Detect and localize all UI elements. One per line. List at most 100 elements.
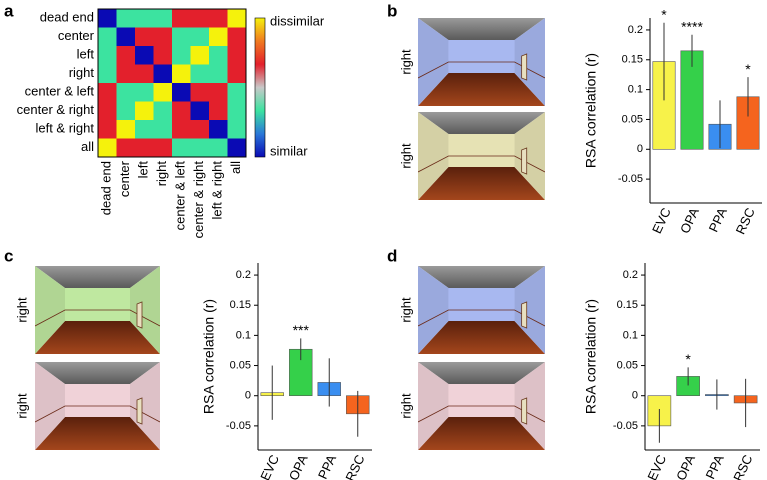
x-tick-label: OPA xyxy=(673,452,698,480)
heatmap-cell xyxy=(98,101,117,121)
y-tick-label: 0.1 xyxy=(628,84,643,96)
heatmap-cell xyxy=(190,64,210,84)
heatmap-cell xyxy=(98,138,117,158)
heatmap-cell xyxy=(172,27,191,47)
image-caption: right xyxy=(398,297,413,323)
heatmap-cell xyxy=(172,101,191,121)
heatmap-cell xyxy=(209,46,228,65)
heatmap-cell xyxy=(172,120,191,139)
row-label: center & left xyxy=(25,84,95,99)
x-tick-label: EVC xyxy=(257,452,282,480)
heatmap-cell xyxy=(190,101,210,121)
col-label: left & right xyxy=(210,161,225,220)
heatmap-cell xyxy=(98,83,117,102)
significance: *** xyxy=(293,322,310,338)
heatmap-cell xyxy=(153,138,173,158)
heatmap-cell xyxy=(135,120,154,139)
col-label: center & right xyxy=(191,161,206,239)
panel-label: d xyxy=(387,246,397,265)
heatmap-cell xyxy=(190,9,210,28)
matrix-border xyxy=(97,8,247,158)
panel-label: c xyxy=(4,246,13,265)
heatmap-cell xyxy=(135,138,154,158)
heatmap-cell xyxy=(153,120,173,139)
heatmap-cell xyxy=(153,46,173,65)
heatmap-cell xyxy=(98,120,117,139)
heatmap-cell xyxy=(116,101,136,121)
y-axis-label: RSA correlation (r) xyxy=(583,299,599,414)
row-label: right xyxy=(69,65,95,80)
col-label: all xyxy=(228,161,243,174)
x-tick-label: PPA xyxy=(706,205,730,234)
heatmap-cell xyxy=(172,64,191,84)
room-image xyxy=(418,18,545,106)
room-image xyxy=(418,112,545,200)
x-tick-label: EVC xyxy=(644,452,669,480)
row-label: left & right xyxy=(35,121,94,136)
heatmap-cell xyxy=(116,138,136,158)
y-tick-label: 0 xyxy=(632,390,638,402)
room-image xyxy=(418,266,545,354)
y-tick-label: -0.05 xyxy=(226,420,251,432)
heatmap-cell xyxy=(227,120,247,139)
heatmap-cell xyxy=(227,9,247,28)
colorbar-label-max: dissimilar xyxy=(270,13,325,28)
heatmap-cell xyxy=(98,64,117,84)
heatmap-cell xyxy=(116,64,136,84)
heatmap-cell xyxy=(227,83,247,102)
y-tick-label: 0.2 xyxy=(236,269,251,281)
y-tick-label: 0.05 xyxy=(622,113,643,125)
heatmap-cell xyxy=(98,46,117,65)
heatmap-cell xyxy=(190,138,210,158)
col-label: right xyxy=(154,161,169,187)
colorbar-label-min: similar xyxy=(270,143,308,158)
y-tick-label: -0.05 xyxy=(618,173,643,185)
image-caption: right xyxy=(398,143,413,169)
heatmap-cell xyxy=(227,101,247,121)
row-label: center & right xyxy=(17,102,95,117)
heatmap-cell xyxy=(172,83,191,102)
heatmap-cell xyxy=(172,9,191,28)
room-image xyxy=(418,362,545,450)
col-label: dead end xyxy=(99,161,114,215)
y-tick-label: 0.05 xyxy=(617,359,638,371)
panel-label: b xyxy=(387,1,397,20)
row-label: dead end xyxy=(40,10,94,25)
heatmap-cell xyxy=(116,120,136,139)
y-tick-label: -0.05 xyxy=(613,420,638,432)
heatmap-cell xyxy=(98,27,117,47)
x-tick-label: PPA xyxy=(315,452,339,480)
x-tick-label: OPA xyxy=(677,205,702,236)
significance: * xyxy=(745,61,751,77)
heatmap-cell xyxy=(116,27,136,47)
heatmap-cell xyxy=(153,64,173,84)
heatmap-cell xyxy=(153,27,173,47)
heatmap-cell xyxy=(209,9,228,28)
heatmap-cell xyxy=(135,101,154,121)
heatmap-cell xyxy=(153,101,173,121)
panel-label: a xyxy=(4,1,14,20)
heatmap-cell xyxy=(172,138,191,158)
heatmap-cell xyxy=(135,83,154,102)
x-tick-label: RSC xyxy=(733,205,758,236)
heatmap-cell xyxy=(190,27,210,47)
heatmap-cell xyxy=(116,9,136,28)
row-label: left xyxy=(77,47,95,62)
heatmap-cell xyxy=(190,46,210,65)
row-label: all xyxy=(81,139,94,154)
heatmap-cell xyxy=(172,46,191,65)
image-caption: right xyxy=(14,297,29,323)
y-tick-label: 0.15 xyxy=(622,54,643,66)
heatmap-cell xyxy=(209,101,228,121)
heatmap-cell xyxy=(153,83,173,102)
y-tick-label: 0.05 xyxy=(230,359,251,371)
heatmap-cell xyxy=(209,138,228,158)
image-caption: right xyxy=(14,393,29,419)
heatmap-cell xyxy=(209,120,228,139)
heatmap-cell xyxy=(98,9,117,28)
y-tick-label: 0.15 xyxy=(230,299,251,311)
col-label: left xyxy=(136,161,151,179)
y-tick-label: 0.15 xyxy=(617,299,638,311)
y-tick-label: 0 xyxy=(245,390,251,402)
x-tick-label: RSC xyxy=(730,452,755,480)
